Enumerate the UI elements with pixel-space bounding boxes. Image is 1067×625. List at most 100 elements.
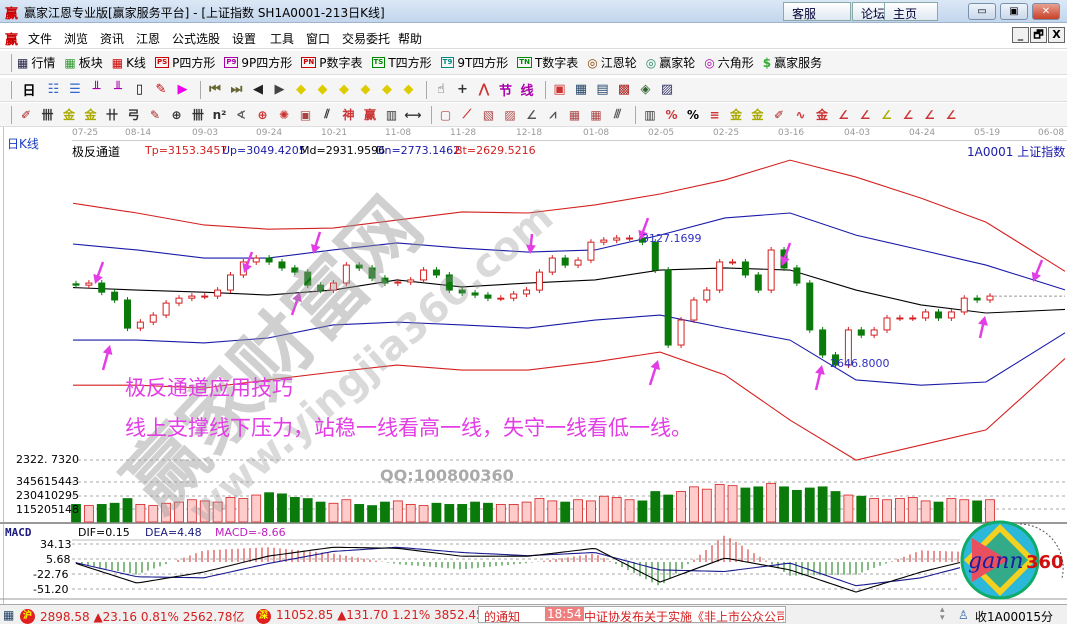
menu-item[interactable]: 设置 bbox=[232, 32, 257, 46]
compress-icon[interactable]: ◆ bbox=[403, 82, 414, 97]
fan-icon[interactable]: ⟋ bbox=[462, 107, 472, 121]
zoom-out-icon[interactable]: ◆ bbox=[360, 82, 371, 97]
toolbar-kline-button[interactable]: ▦ K线 bbox=[112, 54, 146, 71]
grid-icon[interactable]: 卌 bbox=[41, 108, 54, 122]
mdi-close-icon[interactable]: X bbox=[1048, 27, 1065, 43]
gold-angle-icon[interactable]: ∠ bbox=[881, 107, 892, 122]
kline-chart[interactable]: 日K线 07-25 08-14 09-03 09-24 10-21 11-08 11-28 1… bbox=[0, 127, 1067, 604]
shift-left-icon[interactable]: ◆ bbox=[296, 82, 306, 97]
menu-item[interactable]: 公式选股 bbox=[172, 32, 221, 46]
expand-icon[interactable]: ◆ bbox=[382, 82, 392, 97]
toolbar-t-square-button[interactable]: TS T四方形 bbox=[371, 54, 432, 71]
wave-icon[interactable]: ⋀ bbox=[478, 82, 490, 97]
grid3-icon[interactable]: ▦ bbox=[590, 107, 602, 122]
four-angle-icon[interactable]: ∠ bbox=[945, 107, 957, 122]
node-icon[interactable]: 节 bbox=[498, 84, 512, 99]
menu-item[interactable]: 资讯 bbox=[100, 32, 125, 46]
f-angle-icon[interactable]: ∠ bbox=[859, 107, 871, 122]
measure-icon[interactable]: ⟷ bbox=[404, 107, 422, 122]
percent-line-icon[interactable]: % bbox=[665, 107, 678, 122]
target-icon[interactable]: ⊕ bbox=[257, 107, 268, 122]
hand-icon[interactable]: ☝ bbox=[437, 82, 445, 97]
first-icon[interactable]: ⏮ bbox=[209, 82, 221, 97]
toolbar-winner-wheel-button[interactable]: ◎ 赢家轮 bbox=[646, 54, 696, 71]
save-icon[interactable]: ▩ bbox=[617, 82, 631, 97]
customer-service-button[interactable]: 客服 bbox=[783, 2, 851, 21]
n2-icon[interactable]: n² bbox=[212, 107, 227, 122]
win-angle-icon[interactable]: ∠ bbox=[924, 107, 935, 122]
toolbar-9t-square-button[interactable]: T9 9T四方形 bbox=[440, 54, 508, 71]
angle-icon[interactable]: ∢ bbox=[235, 107, 247, 122]
period-dropdown[interactable]: 日 bbox=[22, 84, 36, 99]
spiral-icon[interactable]: 弓 bbox=[127, 108, 140, 122]
scroll-arrows-icon[interactable]: ▴ ▾ bbox=[940, 605, 945, 623]
menu-item[interactable]: 文件 bbox=[28, 32, 53, 46]
draw-icon[interactable]: ✎ bbox=[155, 82, 167, 97]
computer-icon[interactable]: ▨ bbox=[660, 82, 674, 97]
wave2-icon[interactable]: ∿ bbox=[795, 107, 806, 122]
ray-icon[interactable]: ⫽ bbox=[324, 107, 330, 121]
percent-lines-icon[interactable]: ≡ bbox=[709, 107, 720, 122]
fan-box2-icon[interactable]: ▨ bbox=[504, 107, 516, 122]
angle-lines-icon[interactable]: ∠ bbox=[526, 107, 537, 122]
percent-icon[interactable]: % bbox=[686, 107, 700, 122]
line-icon[interactable]: 线 bbox=[520, 84, 534, 99]
candle-dropdown-icon[interactable]: ▯ bbox=[135, 82, 144, 97]
close-icon[interactable]: ✕ bbox=[1032, 3, 1060, 20]
quote-table-icon[interactable]: ▦ bbox=[3, 608, 15, 622]
zoom-in-icon[interactable]: ◆ bbox=[339, 82, 349, 97]
zigzag-icon[interactable]: ⩘ bbox=[549, 107, 557, 121]
toolbar-9p-square-button[interactable]: P9 9P四方形 bbox=[224, 54, 292, 71]
mdi-restore-icon[interactable]: 🗗 bbox=[1030, 27, 1047, 43]
grid2-icon[interactable]: ▦ bbox=[568, 107, 581, 122]
pen-icon[interactable]: ✐ bbox=[20, 107, 32, 122]
square-icon[interactable]: ▣ bbox=[299, 107, 312, 122]
maximize-icon[interactable]: ▣ bbox=[1000, 3, 1028, 20]
notes-icon[interactable]: ▤ bbox=[596, 82, 609, 97]
minimize-icon[interactable]: ▭ bbox=[968, 3, 996, 20]
j-angle-icon[interactable]: ∠ bbox=[838, 107, 849, 122]
toolbar-t-number-table-button[interactable]: TN T数字表 bbox=[517, 54, 578, 71]
pencil-icon[interactable]: ✎ bbox=[149, 107, 161, 122]
win-icon[interactable]: 赢 bbox=[363, 108, 376, 122]
toolbar-dollar-button[interactable]: $ 赢家服务 bbox=[763, 54, 822, 71]
chart-style-icon[interactable]: ☷ bbox=[47, 82, 60, 97]
toolbar-p-number-table-button[interactable]: PN P数字表 bbox=[301, 54, 363, 71]
fork-icon[interactable]: 卄 bbox=[105, 108, 118, 122]
toolbar-sector-grid-button[interactable]: ▦ 板块 bbox=[64, 54, 102, 71]
indicator9-icon[interactable]: ╨ bbox=[114, 82, 122, 97]
marker-icon[interactable]: ✐ bbox=[773, 107, 785, 122]
gold3-icon[interactable]: 金 bbox=[815, 108, 828, 122]
next-icon[interactable]: ▶ bbox=[274, 82, 285, 97]
star-icon[interactable]: ✺ bbox=[278, 107, 290, 122]
toolbar-p-square-button[interactable]: PS P四方形 bbox=[154, 54, 215, 71]
calendar-icon[interactable]: ▣ bbox=[553, 82, 566, 97]
god-icon[interactable]: 神 bbox=[342, 108, 355, 122]
fan-box-icon[interactable]: ▧ bbox=[482, 107, 495, 122]
parallel-icon[interactable]: 卌 bbox=[191, 108, 204, 122]
shift-right-icon[interactable]: ◆ bbox=[317, 82, 328, 97]
hatch-icon[interactable]: ⫻ bbox=[613, 107, 622, 121]
mdi-minimize-icon[interactable]: _ bbox=[1012, 27, 1029, 43]
toolbar-gann-wheel-button[interactable]: ◎ 江恩轮 bbox=[587, 54, 637, 71]
crosshair-icon[interactable]: + bbox=[457, 82, 468, 97]
gold-circle-icon[interactable]: 金 bbox=[729, 108, 742, 122]
god-angle-icon[interactable]: ∠ bbox=[902, 107, 914, 122]
menu-item[interactable]: 帮助 bbox=[398, 32, 423, 46]
prev-icon[interactable]: ◀ bbox=[253, 82, 263, 97]
indicator3-icon[interactable]: ╨ bbox=[92, 82, 101, 97]
toolbar-hexagon-button[interactable]: ◎ 六角形 bbox=[704, 54, 754, 71]
menu-item[interactable]: 江恩 bbox=[136, 32, 161, 46]
network-icon[interactable]: ◈ bbox=[640, 82, 651, 97]
calculator-icon[interactable]: ▦ bbox=[574, 82, 588, 97]
gold1-icon[interactable]: 金 bbox=[62, 108, 75, 122]
homepage-button[interactable]: 主页 bbox=[884, 2, 938, 21]
circle-grid-icon[interactable]: ⊕ bbox=[171, 107, 182, 122]
menu-item[interactable]: 窗口 bbox=[306, 32, 331, 46]
menu-item[interactable]: 浏览 bbox=[64, 32, 89, 46]
menu-item[interactable]: 交易委托 bbox=[342, 32, 391, 46]
menu-item[interactable]: 工具 bbox=[270, 32, 295, 46]
gold-lines-icon[interactable]: 金 bbox=[751, 108, 764, 122]
last-icon[interactable]: ⏭ bbox=[230, 82, 243, 97]
news-headline[interactable]: 中证协发布关于实施《非上市公众公司股票公开发行并在 bbox=[584, 610, 784, 624]
